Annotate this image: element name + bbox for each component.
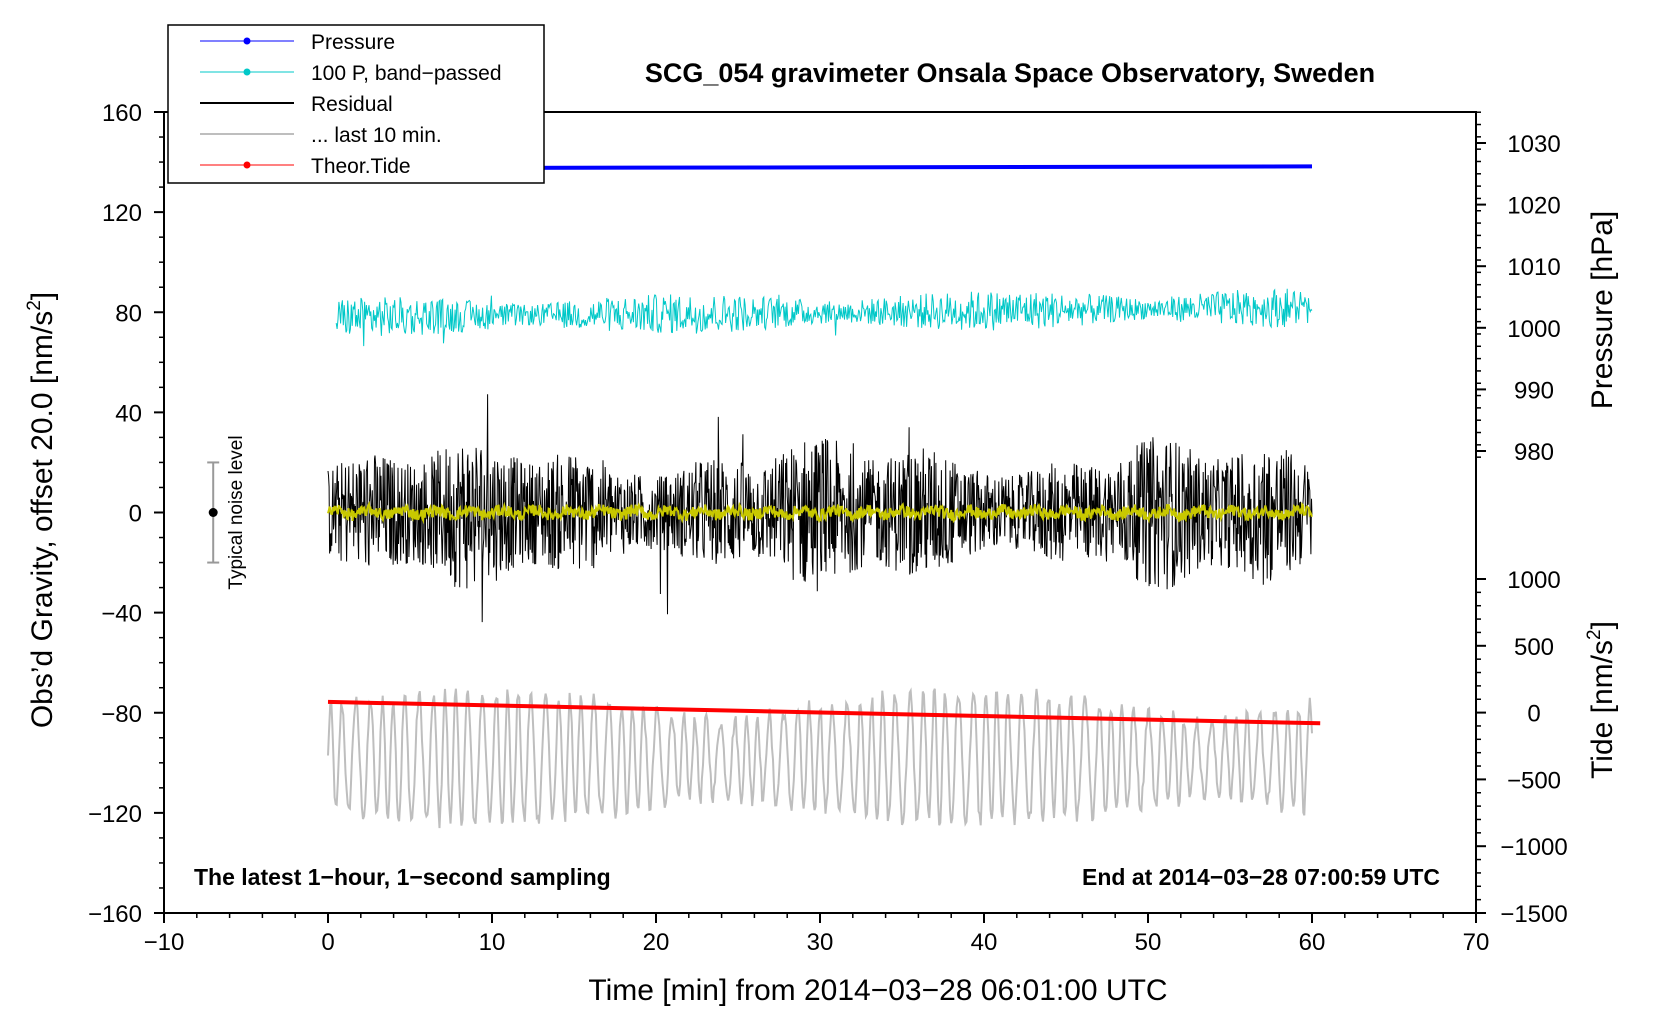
series-residual-smoothed <box>327 500 1313 525</box>
plot-frame <box>163 111 1477 914</box>
legend-label: 100 P, band−passed <box>311 62 502 85</box>
series-layer <box>327 164 1321 829</box>
legend: Pressure 100 P, band−passed Residual ... la… <box>167 24 545 184</box>
series-last-10-min <box>327 687 1313 829</box>
legend-label: ... last 10 min. <box>311 124 442 147</box>
x-tick-label: 30 <box>807 929 834 956</box>
pressure-tick-label: 990 <box>1514 377 1554 404</box>
noise-point <box>208 508 218 517</box>
sampling-note: The latest 1−hour, 1−second sampling <box>194 864 611 890</box>
pressure-tick-label: 1010 <box>1507 254 1560 281</box>
x-tick-label: −10 <box>144 929 185 956</box>
left-tick-label: 80 <box>115 300 142 327</box>
tide-tick-label: 500 <box>1514 634 1554 661</box>
series-theor-tide <box>327 699 1321 726</box>
left-tick-label: −160 <box>88 901 142 928</box>
tide-axis-title: Tide [nm/s2] <box>1584 621 1619 779</box>
series-band-passed-pressure <box>335 288 1313 347</box>
pressure-tick-label: 1030 <box>1507 131 1560 158</box>
tide-tick-label: 0 <box>1527 701 1540 728</box>
x-tick-label: 40 <box>971 929 998 956</box>
series-residual <box>327 394 1313 623</box>
left-tick-label: 120 <box>102 200 142 227</box>
legend-label: Theor.Tide <box>311 155 411 178</box>
x-tick-label: 60 <box>1299 929 1326 956</box>
tide-tick-label: −500 <box>1507 767 1561 794</box>
pressure-tick-label: 1020 <box>1507 193 1560 220</box>
x-tick-label: 70 <box>1463 929 1490 956</box>
tide-tick-label: −1000 <box>1500 834 1567 861</box>
legend-label: Residual <box>311 93 393 116</box>
pressure-tick-label: 980 <box>1514 439 1554 466</box>
x-axis-title: Time [min] from 2014−03−28 06:01:00 UTC <box>588 974 1167 1007</box>
x-tick-label: 10 <box>479 929 506 956</box>
legend-marker <box>243 37 251 45</box>
left-axis-title: Obs’d Gravity, offset 20.0 [nm/s2] <box>24 292 59 728</box>
noise-level-marker: Typical noise level <box>207 435 247 590</box>
left-tick-label: −80 <box>101 701 142 728</box>
x-tick-label: 20 <box>643 929 670 956</box>
left-tick-label: −40 <box>101 601 142 628</box>
chart-title: SCG_054 gravimeter Onsala Space Observat… <box>645 58 1375 88</box>
left-tick-label: −120 <box>88 801 142 828</box>
ticks-layer: −10 0 10 20 30 40 50 60 7016012080400−40−80−120−… <box>88 100 1568 956</box>
pressure-axis-title: Pressure [hPa] <box>1586 211 1619 409</box>
tide-tick-label: 1000 <box>1507 567 1560 594</box>
tide-tick-label: −1500 <box>1500 901 1567 928</box>
x-tick-label: 0 <box>321 929 334 956</box>
left-tick-label: 40 <box>115 400 142 427</box>
x-tick-label: 50 <box>1135 929 1162 956</box>
pressure-tick-label: 1000 <box>1507 316 1560 343</box>
legend-marker <box>243 68 251 76</box>
end-time-note: End at 2014−03−28 07:00:59 UTC <box>1082 864 1440 890</box>
noise-level-label: Typical noise level <box>226 435 247 589</box>
left-tick-label: 160 <box>102 100 142 127</box>
legend-label: Pressure <box>311 31 395 54</box>
legend-marker <box>243 161 251 169</box>
left-tick-label: 0 <box>129 501 142 528</box>
